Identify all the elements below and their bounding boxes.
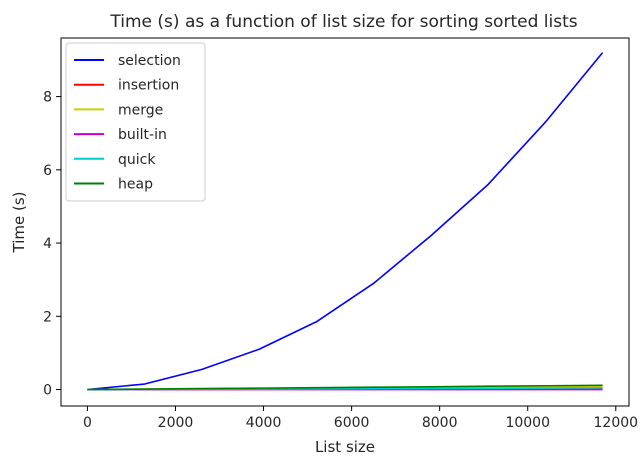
legend-label-quick: quick [118, 152, 156, 168]
series-lines [87, 52, 604, 391]
y-tick-label: 4 [43, 236, 52, 252]
x-tick-label: 12000 [594, 415, 639, 431]
legend: selection insertion merge built-in quick heap [65, 42, 206, 202]
y-axis-label: Time (s) [10, 192, 28, 254]
x-axis: 0 2000 4000 6000 8000 10000 12000 [83, 406, 638, 431]
y-tick-label: 8 [43, 90, 52, 106]
x-tick-label: 2000 [158, 415, 194, 431]
x-axis-label: List size [315, 438, 375, 456]
legend-label-merge: merge [118, 102, 163, 118]
legend-label-heap: heap [118, 177, 153, 193]
legend-label-selection: selection [118, 53, 181, 69]
legend-label-built-in: built-in [118, 127, 167, 143]
x-tick-label: 6000 [334, 415, 370, 431]
legend-label-insertion: insertion [118, 78, 179, 94]
chart-title: Time (s) as a function of list size for … [109, 12, 577, 32]
y-tick-label: 6 [43, 163, 52, 179]
series-line-selection [87, 52, 604, 391]
y-axis: 0 2 4 6 8 [43, 90, 61, 399]
y-tick-label: 0 [43, 383, 52, 399]
x-tick-label: 10000 [505, 415, 550, 431]
x-tick-label: 8000 [422, 415, 458, 431]
legend-box [65, 42, 206, 202]
x-tick-label: 4000 [246, 415, 282, 431]
y-tick-label: 2 [43, 309, 52, 325]
x-tick-label: 0 [83, 415, 92, 431]
series-line-heap [87, 384, 603, 391]
